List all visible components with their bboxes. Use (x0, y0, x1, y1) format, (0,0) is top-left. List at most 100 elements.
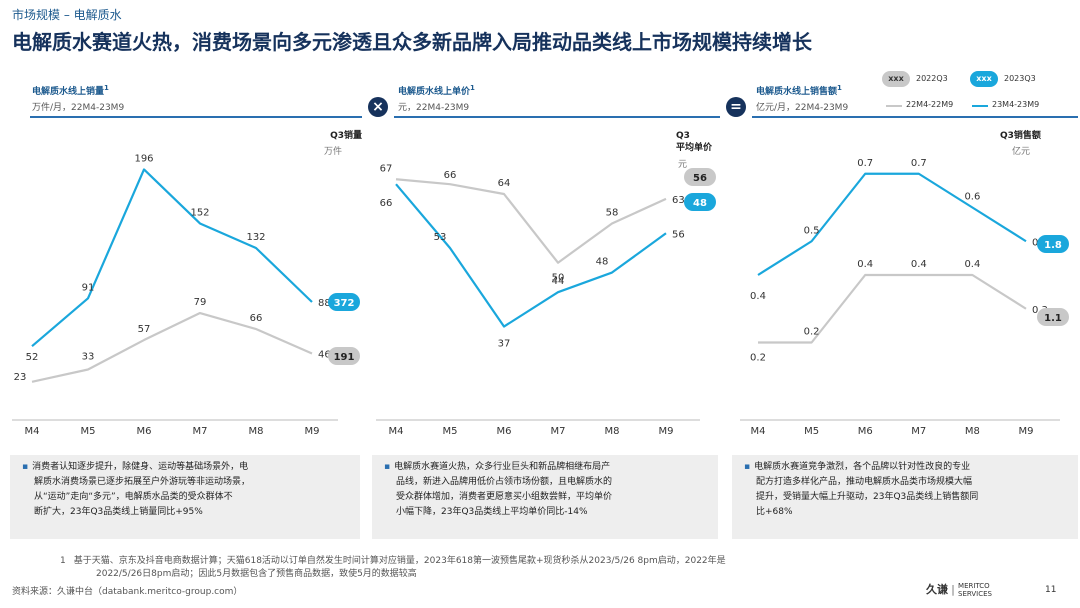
chart-3-data-label: 0.3 (1032, 305, 1048, 316)
chart-2-series-22M4-22M9 (395, 178, 667, 264)
chart-1-data-label: 79 (194, 297, 207, 308)
legend-series-2022: 22M4-22M9 (906, 100, 954, 109)
legend-pill-2022: xxx (882, 71, 910, 87)
panel-1-q3-label: Q3销量 (330, 131, 362, 141)
chart-2-data-label: 37 (498, 339, 511, 350)
chart-3-data-label: 0.4 (964, 259, 980, 270)
chart-3-data-label: 0.6 (964, 192, 980, 203)
chart-2-data-label: 64 (498, 178, 511, 189)
chart-2-data-label: 58 (606, 207, 619, 218)
chart-3-q3-pill-2022Q3 (1037, 308, 1069, 326)
chart-2-q3-pill-2023Q3 (684, 193, 716, 211)
note-2: ▪ 电解质水赛道火热，众多行业巨头和新品牌相继布局产 品线，新进入品牌用低价占领市… (384, 462, 613, 517)
chart-1-data-label: 152 (190, 207, 209, 218)
chart-3-tick-label: M7 (911, 426, 926, 437)
page-number: 11 (1045, 585, 1057, 595)
chart-1-data-label: 46 (318, 350, 331, 361)
panel-3-rule (752, 116, 1078, 118)
legend-label-2023q3: 2023Q3 (1004, 74, 1036, 83)
legend-pill-2023: xxx (970, 71, 998, 87)
chart-3-q3-value-2023Q3: 1.8 (1044, 240, 1062, 251)
legend-label-2022q3: 2022Q3 (916, 74, 948, 83)
panel-2-title: 电解质水线上单价1 (398, 84, 475, 97)
chart-1-q3-pill-2023Q3 (328, 293, 360, 311)
panel-1-rule (30, 116, 362, 118)
legend-swatch-2023 (972, 105, 988, 107)
chart-2-data-label: 66 (444, 170, 457, 181)
chart-3-series-23M4-23M9 (757, 172, 1027, 276)
chart-1-data-label: 132 (246, 232, 265, 243)
panel-1-unit: 万件/月，22M4-23M9 (32, 103, 125, 113)
equals-operator-icon: = (726, 97, 746, 117)
chart-1-tick-label: M6 (137, 426, 152, 437)
times-operator-icon: × (368, 97, 388, 117)
chart-2-tick-label: M8 (605, 426, 620, 437)
chart-1-tick-label: M4 (25, 426, 40, 437)
legend-swatch-2022 (886, 105, 902, 107)
chart-3-data-label: 0.7 (911, 158, 927, 169)
chart-3-q3-value-2022Q3: 1.1 (1044, 313, 1062, 324)
chart-3-tick-label: M6 (858, 426, 873, 437)
panel-2-q3-label: Q3 平均单价 (676, 131, 713, 153)
chart-1-q3-pill-2022Q3 (328, 347, 360, 365)
source-text: 资料来源：久谦中台（databank.meritco-group.com） (12, 587, 243, 597)
chart-1-series-23M4-23M9 (31, 168, 313, 348)
panel-3-title: 电解质水线上销售额1 (756, 84, 842, 97)
legend-series-2023: 23M4-23M9 (992, 100, 1040, 109)
chart-2-tick-label: M4 (389, 426, 404, 437)
chart-1-data-label: 91 (82, 282, 95, 293)
breadcrumb: 市场规模 – 电解质水 (12, 8, 122, 22)
chart-2-tick-label: M9 (659, 426, 674, 437)
page-title: 电解质水赛道火热，消费场景向多元渗透且众多新品牌入局推动品类线上市场规模持续增长 (12, 30, 812, 54)
panel-2-unit: 元，22M4-23M9 (398, 103, 470, 113)
chart-1-data-label: 33 (82, 352, 95, 363)
footnote: 1 基于天猫、京东及抖音电商数据计算；天猫618活动以订单自然发生时间计算对应销量… (60, 556, 726, 579)
chart-2-q3-value-2022Q3: 56 (693, 173, 707, 184)
chart-3-tick-label: M4 (751, 426, 766, 437)
panel-2-q3-unit: 元 (678, 160, 688, 170)
note-1: ▪ 消费者认知逐步提升，除健身、运动等基础场景外，电 解质水消费场景已逐步拓展至户… (22, 462, 251, 517)
note-box-2 (372, 455, 718, 539)
chart-1-data-label: 196 (134, 153, 153, 164)
chart-1-tick-label: M7 (193, 426, 208, 437)
chart-2-tick-label: M5 (443, 426, 458, 437)
panel-1-title: 电解质水线上销量1 (32, 84, 109, 97)
chart-2-tick-label: M7 (551, 426, 566, 437)
chart-3-data-label: 0.7 (857, 158, 873, 169)
chart-3-data-label: 0.5 (804, 225, 820, 236)
chart-2-q3-value-2023Q3: 48 (693, 198, 707, 209)
panel-3-unit: 亿元/月，22M4-23M9 (756, 103, 849, 113)
chart-2-data-label: 63 (672, 195, 685, 206)
chart-3-q3-pill-2023Q3 (1037, 235, 1069, 253)
chart-2-tick-label: M6 (497, 426, 512, 437)
chart-2-data-label: 50 (552, 273, 565, 284)
panel-3-q3-label: Q3销售额 (1000, 131, 1041, 141)
chart-3-tick-label: M8 (965, 426, 980, 437)
chart-1-data-label: 23 (14, 372, 27, 383)
chart-2-data-label: 56 (672, 229, 685, 240)
chart-2-data-label: 44 (552, 276, 565, 287)
chart-2-q3-pill-2022Q3 (684, 168, 716, 186)
chart-3-data-label: 0.4 (857, 259, 873, 270)
panel-1-q3-unit: 万件 (324, 147, 343, 157)
chart-1-data-label: 88 (318, 298, 331, 309)
panel-3-q3-unit: 亿元 (1012, 147, 1031, 157)
company-logo: 久谦 | MERITCO SERVICES (926, 582, 992, 598)
chart-1-data-label: 52 (26, 352, 39, 363)
chart-1-q3-value-2023Q3: 372 (334, 298, 355, 309)
chart-2-data-label: 66 (380, 198, 393, 209)
chart-2-data-label: 53 (434, 232, 447, 243)
chart-3-series-22M4-22M9 (758, 273, 1027, 344)
chart-3-tick-label: M9 (1019, 426, 1034, 437)
chart-1-tick-label: M5 (81, 426, 96, 437)
chart-2-data-label: 67 (380, 163, 393, 174)
note-3: ▪ 电解质水赛道竞争激烈，各个品牌以针对性改良的专业 配方打造多样化产品，推动电解… (744, 462, 979, 517)
chart-1-tick-label: M9 (305, 426, 320, 437)
bullet-icon: ▪ (384, 462, 391, 472)
chart-1-tick-label: M8 (249, 426, 264, 437)
chart-2-data-label: 48 (596, 257, 609, 268)
note-box-1 (10, 455, 360, 539)
bullet-icon: ▪ (22, 462, 29, 472)
chart-1-q3-value-2022Q3: 191 (334, 352, 355, 363)
